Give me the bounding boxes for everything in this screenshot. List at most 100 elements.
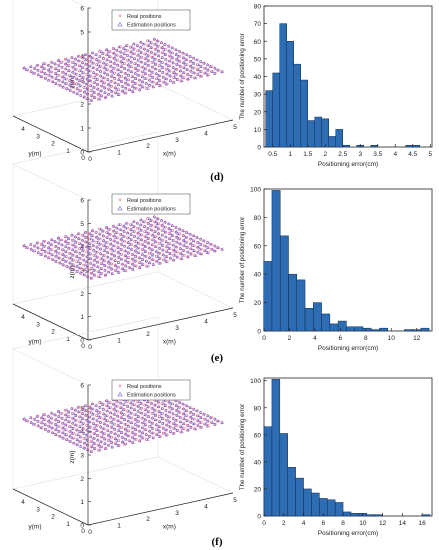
estimation-position-marker (179, 73, 183, 77)
estimation-position-marker (131, 84, 135, 88)
y-tick-label: 40 (254, 272, 262, 279)
real-position-marker (165, 77, 169, 81)
estimation-position-marker (161, 228, 166, 232)
estimation-position-marker (36, 423, 41, 427)
estimation-position-marker (136, 409, 140, 413)
estimation-position-marker (82, 80, 86, 84)
estimation-position-marker (129, 406, 133, 410)
real-position-marker (112, 234, 116, 238)
real-position-marker (96, 443, 100, 447)
estimation-position-marker (122, 223, 126, 228)
real-position-marker (75, 260, 79, 264)
estimation-position-marker (124, 253, 128, 257)
estimation-position-marker (48, 421, 52, 425)
estimation-position-marker (135, 68, 140, 72)
histogram-bar (296, 279, 306, 332)
histogram-bar (321, 118, 329, 148)
estimation-position-marker (85, 254, 90, 258)
real-position-marker (133, 244, 137, 248)
estimation-position-marker (144, 52, 149, 56)
real-position-marker (147, 64, 151, 67)
y-axis-label: The number of positioning error (239, 217, 246, 303)
estimation-position-marker (103, 248, 107, 252)
estimation-position-marker (77, 78, 82, 82)
estimation-position-marker (150, 247, 154, 252)
real-position-marker (116, 68, 120, 72)
estimation-position-marker (70, 85, 74, 89)
estimation-position-marker (113, 436, 118, 440)
estimation-position-marker (93, 80, 97, 84)
estimation-position-marker (66, 246, 71, 250)
real-position-marker (129, 45, 133, 49)
estimation-position-marker (75, 86, 80, 90)
estimation-position-marker (82, 95, 86, 99)
z-tick-label: 0 (80, 150, 84, 157)
estimation-position-marker (205, 424, 210, 428)
estimation-position-marker (131, 229, 135, 233)
real-position-marker (167, 54, 171, 58)
estimation-position-marker (54, 66, 59, 70)
y-tick-label: 0 (257, 514, 261, 521)
x-tick-label: 1 (117, 338, 121, 345)
estimation-position-marker (64, 57, 69, 61)
estimation-position-marker (125, 78, 129, 82)
estimation-position-marker (156, 427, 160, 431)
real-position-marker (143, 235, 147, 239)
estimation-position-marker (53, 62, 58, 66)
estimation-position-marker (168, 405, 173, 409)
estimation-position-marker (70, 258, 75, 262)
estimation-position-marker (147, 43, 151, 47)
estimation-position-marker (136, 414, 140, 418)
z-tick-label: 6 (80, 198, 84, 205)
estimation-position-marker (156, 404, 161, 408)
real-position-marker (158, 251, 162, 255)
estimation-position-marker (88, 63, 92, 68)
real-position-marker (124, 259, 127, 263)
estimation-position-marker (88, 434, 93, 438)
estimation-position-marker (163, 257, 167, 261)
estimation-position-marker (157, 409, 162, 413)
estimation-position-marker (159, 411, 163, 415)
estimation-position-marker (50, 411, 54, 415)
estimation-position-marker (140, 252, 145, 256)
estimation-position-marker (85, 67, 89, 71)
estimation-position-marker (114, 230, 118, 235)
estimation-position-marker (65, 241, 70, 245)
estimation-position-marker (117, 45, 121, 49)
estimation-position-marker (152, 214, 157, 218)
estimation-position-marker (90, 412, 95, 416)
estimation-position-marker (134, 239, 139, 243)
estimation-position-marker (142, 224, 146, 228)
estimation-position-marker (135, 246, 140, 250)
histogram-bar (300, 79, 308, 148)
estimation-position-marker (111, 417, 116, 421)
estimation-position-marker (126, 419, 131, 423)
estimation-position-marker (83, 58, 88, 62)
estimation-position-marker (115, 48, 120, 52)
estimation-position-marker (150, 257, 154, 261)
estimation-position-marker (152, 51, 157, 56)
estimation-position-marker (181, 421, 186, 426)
estimation-position-marker (212, 249, 217, 253)
estimation-position-marker (145, 399, 150, 403)
estimation-position-marker (60, 416, 64, 420)
estimation-position-marker (126, 82, 130, 87)
histogram-bar (263, 426, 273, 517)
estimation-position-marker (121, 84, 125, 88)
estimation-position-marker (113, 85, 118, 89)
estimation-position-marker (191, 61, 196, 65)
estimation-position-marker (175, 408, 180, 412)
estimation-position-marker (171, 61, 175, 65)
estimation-position-marker (73, 62, 78, 66)
histogram-bar (335, 129, 343, 148)
estimation-position-marker (151, 435, 155, 439)
x-tick-label: 0 (88, 529, 92, 536)
estimation-position-marker (127, 409, 131, 413)
estimation-position-marker (168, 256, 173, 260)
estimation-position-marker (146, 236, 150, 240)
estimation-position-marker (185, 404, 189, 408)
x-tick-label: 2 (146, 516, 150, 523)
estimation-position-marker (95, 86, 100, 91)
y-axis-line (12, 488, 89, 526)
estimation-position-marker (94, 423, 98, 427)
